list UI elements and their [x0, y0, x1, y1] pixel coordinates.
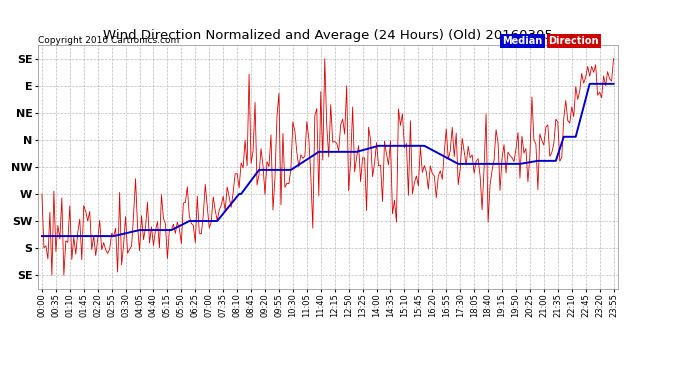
Title: Wind Direction Normalized and Average (24 Hours) (Old) 20160305: Wind Direction Normalized and Average (2…	[103, 30, 553, 42]
Text: Median: Median	[502, 36, 542, 46]
Text: Direction: Direction	[549, 36, 599, 46]
Text: Copyright 2016 Cartronics.com: Copyright 2016 Cartronics.com	[38, 36, 179, 45]
